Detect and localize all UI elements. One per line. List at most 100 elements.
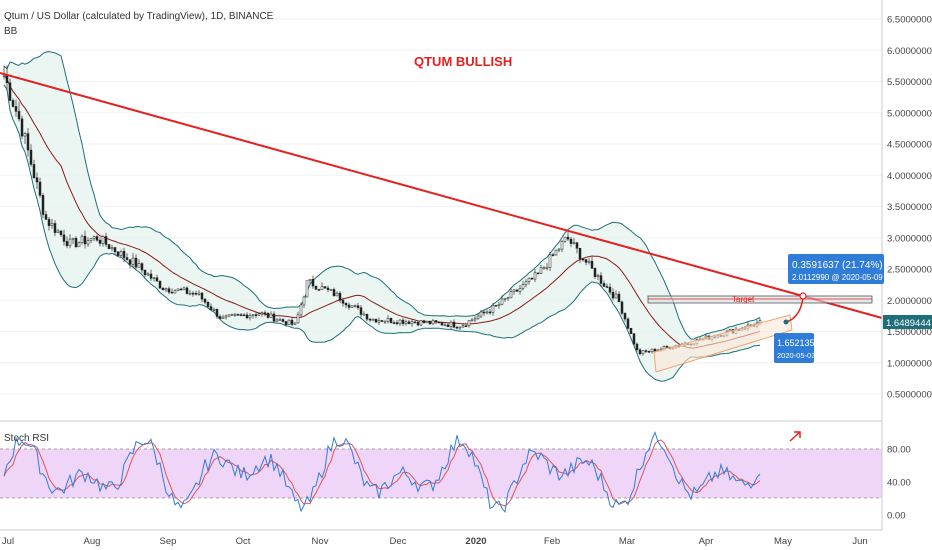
symbol-title: Qtum / US Dollar (calculated by TradingV… (4, 11, 274, 22)
candle (458, 326, 462, 331)
time-axis-label: Aug (84, 536, 101, 547)
candle (71, 237, 75, 245)
candle (248, 313, 252, 321)
candle (287, 319, 291, 325)
candle (524, 279, 528, 288)
candle (356, 302, 360, 310)
candle (188, 289, 192, 296)
candle (182, 286, 186, 291)
candle (569, 236, 573, 248)
candle (419, 320, 423, 327)
candle (455, 325, 459, 330)
candle (317, 288, 321, 291)
channel-fill (653, 314, 793, 373)
candle (245, 312, 249, 320)
candle (539, 264, 543, 275)
candle (146, 272, 150, 277)
candle (95, 234, 99, 242)
candle (578, 247, 582, 264)
candle (482, 309, 486, 316)
candle (389, 317, 393, 324)
candle (425, 320, 429, 324)
candle (65, 236, 69, 249)
candle (263, 310, 267, 317)
candle (143, 269, 147, 278)
candle (227, 314, 231, 318)
candle (623, 312, 627, 322)
bb-upper-band (3, 50, 761, 340)
candle (488, 308, 492, 315)
candle (533, 269, 537, 282)
candle (647, 350, 651, 353)
candle (203, 298, 207, 305)
candle (212, 307, 216, 312)
candle (107, 243, 111, 250)
candle (380, 320, 384, 323)
candle (173, 289, 177, 294)
candle (497, 301, 501, 309)
rsi-axis[interactable]: 80.00 40.00 0.00 (887, 445, 911, 522)
candle (605, 283, 609, 289)
candle (299, 302, 303, 317)
candle (353, 304, 357, 308)
bb-basis (3, 75, 761, 349)
candle (29, 144, 33, 167)
candle (98, 237, 102, 247)
candle (557, 248, 561, 253)
stoch-rsi-title: Stoch RSI (4, 433, 49, 444)
price-tick-label: 2.5000000 (887, 265, 932, 276)
candle (329, 288, 333, 291)
candle (503, 298, 507, 302)
candle (113, 247, 117, 256)
rsi-up-arrow-icon (789, 431, 801, 442)
candle (314, 285, 318, 290)
price-tick-label: 3.5000000 (887, 202, 932, 213)
candle (452, 319, 456, 329)
rsi-tick-label: 80.00 (887, 445, 911, 456)
time-axis-label: Oct (236, 536, 251, 547)
candle (296, 311, 300, 324)
candle (521, 281, 525, 291)
candle (545, 263, 549, 271)
measure-tooltip: 0.3591637 (21.74%) in 2.0112990 @ 2020-0… (788, 254, 893, 284)
candle (131, 253, 135, 269)
candle (386, 315, 390, 324)
candle (164, 287, 168, 292)
candle (194, 290, 198, 296)
candle (137, 259, 141, 268)
candle (398, 319, 402, 327)
candle (560, 239, 564, 253)
time-axis-label: Jul (2, 536, 14, 547)
candle (593, 267, 597, 279)
candle (236, 313, 240, 316)
time-axis-label: 2020 (465, 536, 486, 547)
candle (116, 251, 120, 257)
candle (77, 241, 81, 248)
candle (344, 302, 348, 309)
downtrend-line[interactable] (0, 72, 883, 319)
candle (518, 285, 522, 295)
time-axis-label: Mar (619, 536, 635, 547)
time-axis-label: Jun (852, 536, 867, 547)
candle (650, 348, 654, 354)
candle (311, 275, 315, 289)
target-point (799, 292, 807, 300)
price-tick-label: 1.0000000 (887, 358, 932, 369)
price-axis[interactable]: 6.5000000 6.0000000 5.5000000 5.0000000 4.50… (887, 15, 932, 401)
time-axis[interactable]: Jul Aug Sep Oct Nov Dec 2020 Feb Mar Apr May Jun (2, 536, 868, 547)
candle (335, 291, 339, 297)
candle (179, 287, 183, 291)
candle (176, 288, 180, 292)
candle (395, 320, 399, 326)
candle (149, 269, 153, 281)
candle (626, 317, 630, 330)
candle (185, 286, 189, 295)
candle (383, 320, 387, 324)
time-axis-label: May (774, 536, 792, 547)
candle (326, 285, 330, 293)
candle (269, 311, 273, 319)
candle (41, 193, 45, 219)
candle (50, 218, 54, 229)
candle (197, 290, 201, 297)
candle (257, 312, 261, 317)
